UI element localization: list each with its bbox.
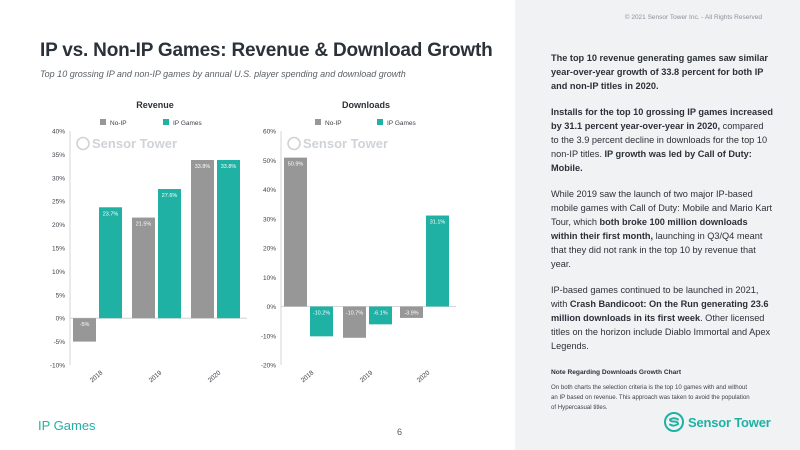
revenue-bar-ipgames-2018 [99,207,122,319]
downloads-legend-swatch-1 [377,119,383,125]
revenue-ytick-label: 5% [56,292,66,299]
downloads-ytick-label: 20% [263,246,276,253]
downloads-bar-ipgames-2020 [426,215,449,307]
downloads-ytick-label: 30% [263,216,276,223]
downloads-ytick-label: 10% [263,275,276,282]
downloads-ytick-label: -20% [261,363,276,370]
downloads-bar-noip-2019 [343,306,366,338]
charts-area: Revenue No-IP IP Games Sensor Tower 40% 35% 30… [50,100,456,384]
downloads-ytick-label: 60% [263,129,276,136]
downloads-data-label: -3.9% [404,311,418,317]
page-subtitle: Top 10 grossing IP and non-IP games by a… [40,69,406,79]
downloads-watermark-icon [287,136,301,151]
revenue-xtick-label: 2020 [207,369,223,384]
downloads-ytick-label: 50% [263,158,276,165]
revenue-data-label: 33.8% [221,164,237,170]
downloads-ytick-label: 0% [267,304,277,311]
downloads-bar-noip-2018 [284,157,307,307]
copyright: © 2021 Sensor Tower Inc. - All Rights Re… [624,14,762,21]
downloads-xtick-label: 2019 [359,369,375,384]
revenue-legend-label-1: IP Games [173,120,203,127]
summary-paragraph-2: Installs for the top 10 grossing IP game… [551,107,773,173]
downloads-data-label: 50.9% [288,162,304,168]
revenue-ytick-label: 0% [56,316,66,323]
downloads-bar-ipgames-2018 [310,306,333,337]
revenue-watermark-icon [76,136,90,151]
downloads-ytick-label: -10% [261,333,276,340]
downloads-legend-label-0: No-IP [325,120,342,127]
revenue-bar-ipgames-2020 [217,160,240,319]
revenue-chart-title: Revenue [136,100,174,110]
summary-paragraph-1: The top 10 revenue generating games saw … [551,53,769,91]
revenue-ytick-label: 10% [52,269,65,276]
revenue-ytick-label: 35% [52,152,65,159]
downloads-xtick-label: 2018 [300,369,316,384]
revenue-data-label: 23.7% [103,211,119,217]
downloads-ytick-label: 40% [263,187,276,194]
page-number: 6 [397,427,403,437]
revenue-ytick-label: -10% [50,363,65,370]
downloads-legend-swatch-0 [315,119,321,125]
downloads-chart-title: Downloads [342,100,390,110]
revenue-legend-label-0: No-IP [110,120,127,127]
revenue-xtick-label: 2018 [89,369,105,384]
summary-panel: © 2021 Sensor Tower Inc. - All Rights Re… [515,0,800,450]
revenue-legend-swatch-1 [163,119,169,125]
revenue-legend-swatch-0 [100,119,106,125]
revenue-ytick-label: 15% [52,246,65,253]
sensor-tower-logo-icon [664,412,684,432]
revenue-ytick-label: 25% [52,199,65,206]
revenue-ytick-label: 20% [52,222,65,229]
logo-text: Sensor Tower [688,414,771,430]
revenue-bar-ipgames-2019 [158,189,181,319]
revenue-data-label: 27.6% [162,193,178,199]
section-label: IP Games [38,418,96,433]
revenue-data-label: 33.8% [195,164,211,170]
downloads-data-label: -10.7% [346,311,364,317]
revenue-xtick-label: 2019 [148,369,164,384]
revenue-bar-noip-2018 [73,318,96,342]
downloads-legend-label-1: IP Games [387,120,417,127]
revenue-bar-noip-2020 [191,160,214,319]
downloads-watermark: Sensor Tower [303,136,388,151]
downloads-data-label: -10.2% [313,311,331,317]
downloads-data-label: -6.1% [373,311,387,317]
downloads-data-label: 31.1% [430,220,446,226]
revenue-bar-noip-2019 [132,217,155,319]
revenue-ytick-label: -5% [53,339,65,346]
downloads-bar-noip-2020 [400,306,423,318]
revenue-ytick-label: 30% [52,175,65,182]
downloads-xtick-label: 2020 [416,369,432,384]
summary-text: The top 10 revenue generating games saw … [551,52,773,413]
downloads-bar-ipgames-2019 [369,306,392,325]
summary-paragraph-3: While 2019 saw the launch of two major I… [551,189,773,269]
revenue-data-label: -5% [80,322,90,328]
revenue-ytick-label: 40% [52,129,65,136]
summary-paragraph-4: IP-based games continued to be launched … [551,285,771,351]
note-text: On both charts the selection criteria is… [551,384,750,412]
sensor-tower-logo: Sensor Tower [664,412,771,432]
page-title: IP vs. Non-IP Games: Revenue & Download … [40,40,493,61]
revenue-watermark: Sensor Tower [92,136,177,151]
note-heading: Note Regarding Downloads Growth Chart [551,369,682,377]
revenue-data-label: 21.5% [136,222,152,228]
